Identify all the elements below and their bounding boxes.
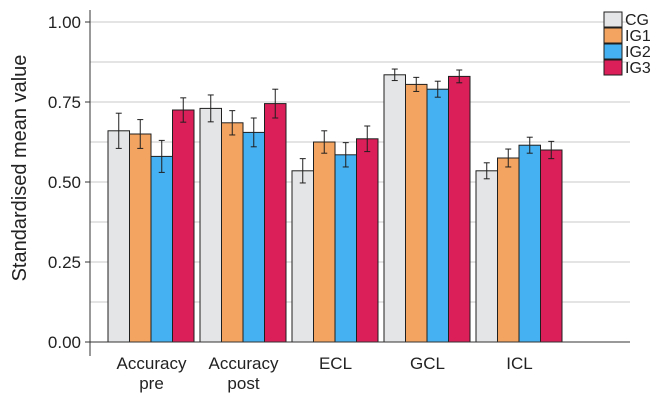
error-bar-ig2-2: [342, 142, 349, 168]
legend-swatch: [603, 43, 623, 60]
error-bar-ig1-4: [505, 148, 512, 168]
bar-ig3-3: [448, 75, 471, 343]
error-bar-ig3-1: [272, 88, 279, 119]
bar-ig1-3: [405, 83, 428, 343]
error-bar-cg-3: [391, 68, 398, 82]
error-bar-ig2-3: [434, 80, 441, 98]
bar-ig1-1: [221, 122, 244, 343]
legend-swatch: [603, 27, 623, 44]
error-bar-ig1-3: [413, 76, 420, 92]
bar-cg-2: [291, 170, 314, 343]
legend-item-ig2: IG2: [603, 43, 651, 61]
bar-ig3-0: [172, 109, 195, 343]
x-tick-label: Accuracy: [209, 354, 279, 373]
legend-swatch: [603, 59, 623, 76]
y-tick-label: 0.50: [48, 173, 81, 192]
bar-ig1-0: [129, 133, 152, 343]
legend-item-cg: CG: [603, 11, 649, 29]
error-bar-ig3-4: [548, 140, 555, 160]
error-bar-ig3-0: [180, 97, 187, 123]
bar-cg-0: [107, 130, 130, 343]
error-bar-cg-1: [207, 94, 214, 123]
y-tick-label: 0.25: [48, 253, 81, 272]
legend-swatch: [603, 11, 623, 28]
y-axis-label: Standardised mean value: [9, 55, 31, 282]
x-tick-label: Accuracy: [117, 354, 187, 373]
bar-ig2-3: [426, 88, 449, 343]
error-bar-ig1-2: [321, 130, 328, 154]
bar-cg-3: [383, 74, 406, 343]
legend-item-ig3: IG3: [603, 59, 651, 77]
bars: [107, 68, 563, 343]
legend-label: IG3: [625, 60, 651, 77]
error-bar-ig2-1: [250, 117, 257, 148]
bar-ig2-0: [150, 155, 173, 343]
bar-ig3-2: [356, 138, 379, 343]
error-bar-cg-4: [483, 162, 490, 180]
bar-ig1-2: [313, 141, 336, 343]
bar-ig2-1: [242, 131, 265, 343]
error-bar-ig1-0: [137, 119, 144, 149]
legend-label: IG1: [625, 28, 651, 45]
error-bar-ig2-4: [526, 136, 533, 154]
error-bar-cg-0: [115, 112, 122, 149]
x-tick-label: ICL: [506, 354, 532, 373]
bar-ig3-4: [540, 149, 563, 343]
error-bar-ig3-2: [364, 125, 371, 153]
y-tick-label: 0.00: [48, 333, 81, 352]
error-bar-ig1-1: [229, 110, 236, 136]
legend-label: IG2: [625, 44, 651, 61]
bar-ig3-1: [264, 103, 287, 343]
x-tick-label: ECL: [319, 354, 352, 373]
legend-item-ig1: IG1: [603, 27, 651, 45]
error-bar-cg-2: [299, 158, 306, 184]
bar-ig2-2: [334, 154, 357, 343]
y-tick-label: 0.75: [48, 93, 81, 112]
x-tick-label: post: [227, 374, 259, 393]
legend-label: CG: [625, 12, 649, 29]
y-tick-label: 1.00: [48, 13, 81, 32]
error-bar-ig3-3: [456, 69, 463, 84]
bar-ig1-4: [497, 157, 520, 343]
x-tick-label: GCL: [410, 354, 445, 373]
bar-ig2-4: [518, 144, 541, 343]
x-tick-label: pre: [139, 374, 164, 393]
error-bar-ig2-0: [158, 139, 165, 173]
bar-cg-1: [199, 107, 222, 343]
bar-cg-4: [475, 170, 498, 343]
